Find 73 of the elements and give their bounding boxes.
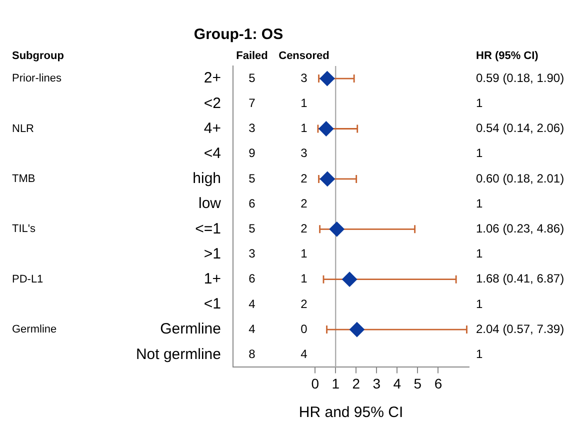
annotation: 3 — [248, 121, 256, 136]
chart-title: Group-1: OS — [194, 26, 284, 44]
y-tick-label: low — [198, 195, 222, 212]
x-tick-label: 3 — [372, 375, 381, 392]
data-label: 0.54 (0.14, 2.06) — [476, 121, 564, 136]
text: Prior-lines — [12, 72, 62, 85]
annotation: 4 — [300, 346, 308, 361]
text: 1 — [476, 346, 483, 361]
annotation: 4 — [248, 322, 256, 336]
x-tick-label: 5 — [414, 375, 422, 392]
annotation: 3 — [300, 70, 308, 85]
text: 1 — [476, 246, 483, 261]
y-tick-label: 2+ — [204, 70, 222, 87]
x-tick-label: 1 — [332, 375, 340, 392]
text: 1 — [476, 296, 483, 311]
y-tick-label: Germline — [160, 320, 221, 338]
text: 1 — [476, 146, 483, 160]
annotation: 6 — [248, 196, 256, 210]
y-tick-label: Not germline — [136, 346, 221, 363]
x-axis-title: HR and 95% CI — [298, 404, 404, 422]
annotation: 4 — [248, 296, 256, 311]
annotation: 1 — [300, 272, 308, 286]
y-tick-label: <4 — [204, 144, 221, 162]
point — [320, 171, 335, 186]
y-tick-label: high — [192, 170, 221, 188]
point — [342, 272, 358, 287]
point — [318, 121, 334, 136]
x-tick-label: 6 — [434, 375, 442, 392]
annotation: 2 — [300, 196, 308, 210]
text: Subgroup — [12, 50, 64, 62]
y-tick-label: <=1 — [195, 220, 221, 238]
annotation: 0 — [300, 322, 308, 336]
annotation: 1 — [300, 121, 308, 136]
annotation: 2 — [300, 296, 308, 311]
annotation: 9 — [248, 146, 256, 160]
data-label: 1.68 (0.41, 6.87) — [476, 272, 564, 286]
point — [329, 222, 344, 237]
point — [320, 71, 335, 86]
annotation: 2 — [300, 221, 308, 236]
text: Failed — [236, 50, 268, 62]
annotation: 1 — [300, 246, 308, 261]
text: TMB — [12, 172, 36, 185]
text: TIL's — [12, 223, 36, 236]
y-tick-label: >1 — [204, 245, 221, 262]
annotation: 3 — [248, 246, 256, 261]
annotation: 8 — [248, 346, 256, 361]
annotation: 5 — [248, 221, 256, 236]
annotation: 1 — [300, 96, 308, 110]
data-label: 2.04 (0.57, 7.39) — [476, 322, 564, 336]
x-tick-label: 4 — [393, 375, 402, 392]
text: NLR — [12, 122, 34, 135]
annotation: 7 — [248, 96, 256, 110]
text: Censored — [278, 50, 330, 62]
text: Germline — [12, 324, 57, 336]
text: PD-L1 — [12, 273, 44, 286]
text: 1 — [476, 196, 483, 210]
y-tick-label: 1+ — [204, 270, 222, 288]
data-label: 1.06 (0.23, 4.86) — [476, 221, 564, 236]
x-tick-label: 2 — [352, 375, 360, 392]
annotation: 3 — [300, 146, 308, 160]
text: 1 — [476, 96, 483, 110]
point — [349, 322, 364, 338]
annotation: 5 — [248, 171, 256, 186]
data-label: 0.60 (0.18, 2.01) — [476, 171, 564, 186]
annotation: 2 — [300, 171, 308, 186]
y-tick-label: <2 — [204, 94, 221, 112]
text: HR (95% CI) — [476, 50, 539, 62]
y-tick-label: 4+ — [204, 120, 222, 137]
data-label: 0.59 (0.18, 1.90) — [476, 70, 564, 85]
x-tick-label: 0 — [311, 375, 320, 392]
annotation: 5 — [248, 70, 256, 85]
annotation: 6 — [248, 272, 256, 286]
y-tick-label: <1 — [204, 296, 221, 313]
